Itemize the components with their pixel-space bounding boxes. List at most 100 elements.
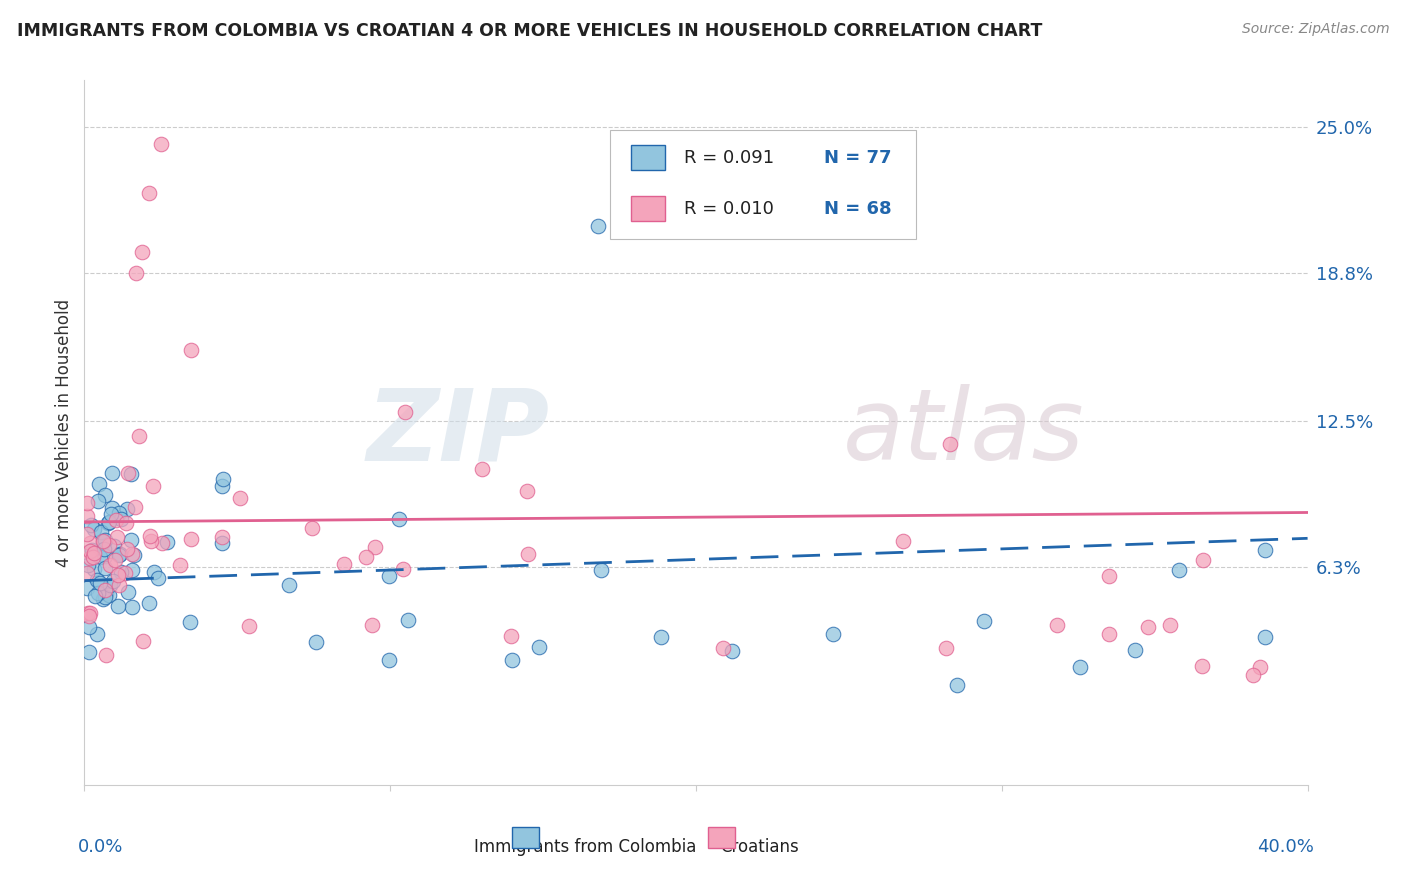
FancyBboxPatch shape [513,827,540,848]
Point [82,550,104,565]
Point [76,496,98,510]
Point [471,462,494,476]
Point [131,244,153,259]
Point [93,549,115,564]
Point [110,512,132,526]
Point [117,467,139,481]
Point [1046,618,1069,632]
Point [378,653,401,667]
Point [501,628,523,642]
Point [120,533,142,547]
Point [139,534,162,549]
Point [1191,659,1213,673]
Point [79,606,101,620]
Point [360,617,382,632]
Text: R = 0.091: R = 0.091 [683,149,792,167]
Point [79,551,101,566]
Point [96,648,118,662]
Text: Croatians: Croatians [720,838,799,855]
Point [103,574,125,589]
Point [1097,568,1119,582]
Point [392,562,415,576]
Point [138,186,160,200]
Point [650,630,672,644]
Point [83,546,105,560]
Point [98,578,121,592]
Point [84,589,107,603]
Point [110,547,132,561]
Point [90,525,112,540]
Point [211,472,233,486]
Point [139,529,162,543]
Point [77,609,100,624]
Point [105,513,128,527]
Point [108,548,131,562]
Point [155,535,177,549]
Point [94,591,117,605]
Point [142,479,165,493]
Point [277,578,299,592]
Point [180,343,202,358]
Point [711,641,734,656]
Point [98,558,121,573]
Point [114,566,136,581]
Point [121,563,143,577]
Point [125,266,148,280]
Point [821,626,844,640]
Point [128,429,150,443]
Point [79,536,101,550]
Point [356,549,378,564]
Point [501,653,523,667]
Point [973,614,995,628]
Point [93,541,115,556]
Point [115,516,138,531]
Point [87,476,110,491]
Point [108,577,131,591]
Point [108,506,131,520]
Point [586,219,609,233]
Point [115,502,138,516]
Point [1167,563,1189,577]
Point [169,558,191,573]
Point [1159,618,1181,632]
Point [131,634,153,648]
Point [104,553,127,567]
FancyBboxPatch shape [631,145,665,170]
Point [211,536,233,550]
Text: 0.0%: 0.0% [79,838,124,855]
Point [79,543,101,558]
Point [229,491,252,505]
Point [305,635,328,649]
Point [179,615,201,629]
Point [77,558,100,572]
Text: IMMIGRANTS FROM COLOMBIA VS CROATIAN 4 OR MORE VEHICLES IN HOUSEHOLD CORRELATION: IMMIGRANTS FROM COLOMBIA VS CROATIAN 4 O… [17,22,1042,40]
Point [117,585,139,599]
Point [76,581,98,595]
Point [105,530,128,544]
Point [80,542,103,557]
Point [301,520,323,534]
Point [97,516,120,531]
Point [107,568,129,582]
Point [211,530,233,544]
Point [1249,660,1271,674]
Point [110,565,132,579]
Point [1123,643,1146,657]
Point [516,483,538,498]
Point [238,619,260,633]
Point [150,536,173,550]
Point [76,566,98,580]
Point [939,437,962,451]
Point [517,548,540,562]
Point [101,466,124,480]
Point [124,500,146,514]
Text: N = 68: N = 68 [824,201,891,219]
Text: Immigrants from Colombia: Immigrants from Colombia [474,838,696,855]
Point [149,136,172,151]
FancyBboxPatch shape [709,827,735,848]
Point [378,569,401,583]
Text: ZIP: ZIP [366,384,550,481]
Point [83,562,105,576]
Text: N = 77: N = 77 [824,149,891,167]
Point [89,575,111,590]
